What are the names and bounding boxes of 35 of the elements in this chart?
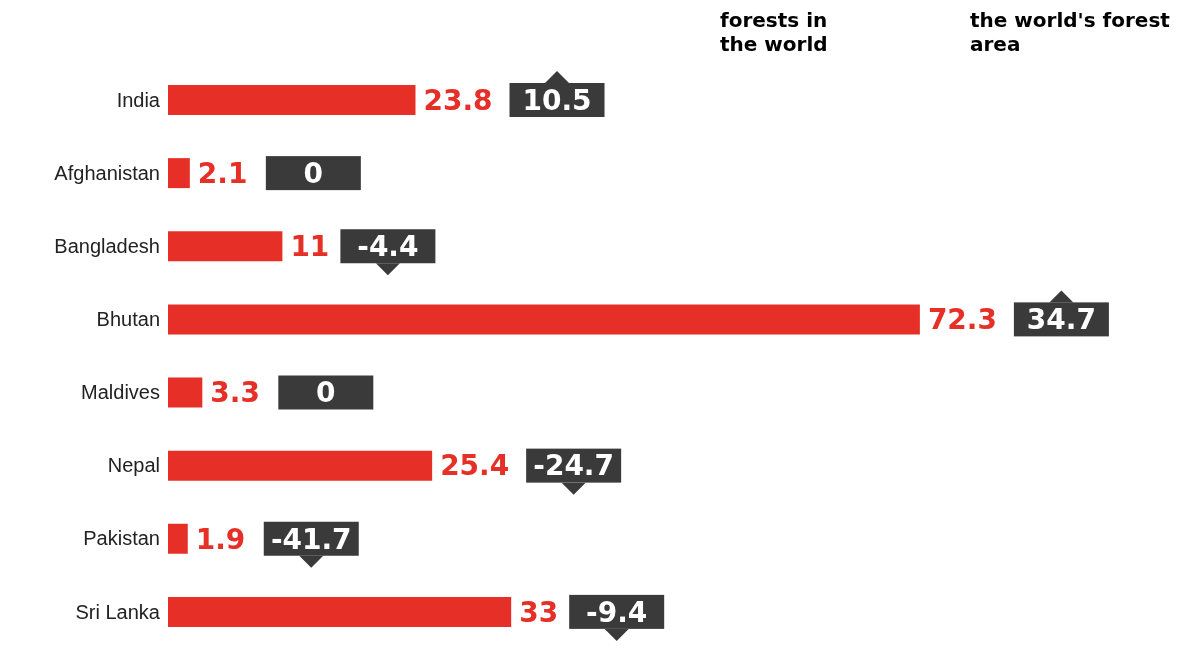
data-label: 33 xyxy=(519,595,559,629)
text: forests in the world xyxy=(720,8,829,56)
data-label: 3.3 xyxy=(210,376,260,410)
annotation: -41.7 xyxy=(270,522,352,556)
bar xyxy=(168,85,416,115)
y-tick-label: Bhutan xyxy=(96,308,160,331)
bar xyxy=(168,523,188,554)
y-tick-label: Bangladesh xyxy=(54,234,160,257)
text: the world's forest area xyxy=(970,8,1170,56)
y-tick-label: Afghanistan xyxy=(54,161,160,184)
data-label: 11 xyxy=(290,230,330,264)
annotation: 10.5 xyxy=(522,83,592,117)
annotation: -24.7 xyxy=(533,449,615,483)
data-label: 72.3 xyxy=(927,303,997,337)
y-tick-label: Pakistan xyxy=(83,527,160,550)
value-tag: 0 xyxy=(278,375,374,410)
data-label: 1.9 xyxy=(195,522,246,556)
annotation: -9.4 xyxy=(586,595,648,629)
bar xyxy=(168,450,433,481)
y-tick-label: Sri Lanka xyxy=(75,600,161,623)
bar xyxy=(168,304,920,335)
data-label: 2.1 xyxy=(197,156,248,190)
annotation: 0 xyxy=(303,156,324,190)
bar xyxy=(168,596,512,627)
y-tick-label: Nepal xyxy=(107,454,160,477)
data-label: 23.8 xyxy=(423,83,493,117)
value-tag: 0 xyxy=(265,156,361,191)
annotation: 0 xyxy=(316,376,336,410)
y-tick-label: Maldives xyxy=(81,381,160,404)
data-label: 25.4 xyxy=(440,449,510,483)
bar xyxy=(168,158,190,189)
bar xyxy=(168,377,203,408)
annotation: -4.4 xyxy=(357,230,419,264)
bar xyxy=(168,231,283,262)
y-tick-label: India xyxy=(116,88,161,111)
